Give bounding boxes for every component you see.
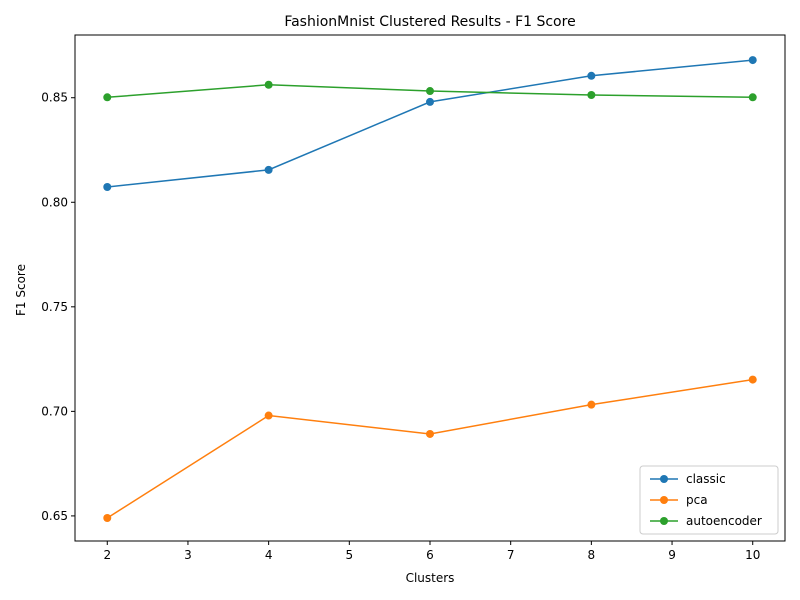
y-tick-label: 0.65	[41, 509, 68, 523]
data-point-pca	[103, 514, 112, 522]
x-tick-label: 4	[265, 548, 273, 562]
y-tick-label: 0.75	[41, 300, 68, 314]
series-layer	[103, 56, 757, 522]
y-tick-label: 0.70	[41, 404, 68, 418]
legend-swatch-marker	[660, 517, 668, 525]
legend-label: autoencoder	[686, 514, 762, 528]
x-tick-label: 6	[426, 548, 434, 562]
x-tick-label: 2	[103, 548, 111, 562]
x-tick-label: 3	[184, 548, 192, 562]
data-point-pca	[748, 375, 757, 384]
x-tick-label: 7	[507, 548, 515, 562]
y-axis-label: F1 Score	[14, 264, 28, 316]
data-point-autoencoder	[748, 93, 757, 102]
data-point-autoencoder	[587, 91, 596, 100]
legend-swatch-marker	[660, 496, 668, 504]
x-tick-label: 9	[668, 548, 676, 562]
data-point-autoencoder	[264, 80, 273, 89]
legend-swatch-marker	[660, 475, 668, 483]
data-point-pca	[426, 429, 434, 438]
data-point-classic	[587, 71, 596, 80]
legend-label: classic	[686, 472, 726, 486]
x-axis-label: Clusters	[406, 571, 455, 585]
y-tick-label: 0.85	[41, 91, 68, 105]
data-point-autoencoder	[103, 93, 112, 102]
x-tick-label: 5	[345, 548, 353, 562]
data-point-classic	[264, 165, 273, 174]
y-tick-label: 0.80	[41, 195, 68, 209]
chart-title: FashionMnist Clustered Results - F1 Scor…	[284, 14, 575, 30]
legend-box	[639, 465, 779, 535]
data-point-classic	[103, 183, 112, 192]
legend: classic pca autoencoder	[639, 465, 779, 535]
data-point-pca	[587, 400, 596, 409]
data-point-autoencoder	[426, 87, 434, 96]
x-tick-label: 10	[745, 548, 760, 562]
data-point-classic	[426, 97, 434, 106]
x-tick-label: 8	[588, 548, 596, 562]
data-point-pca	[264, 411, 273, 420]
plot-frame	[74, 34, 786, 542]
data-point-classic	[748, 56, 757, 65]
legend-label: pca	[686, 493, 708, 507]
axis-ticks: 2 3 4 5 6 7 8 9 10 0.65 0.70 0.75 0.80 0.85	[41, 91, 760, 562]
